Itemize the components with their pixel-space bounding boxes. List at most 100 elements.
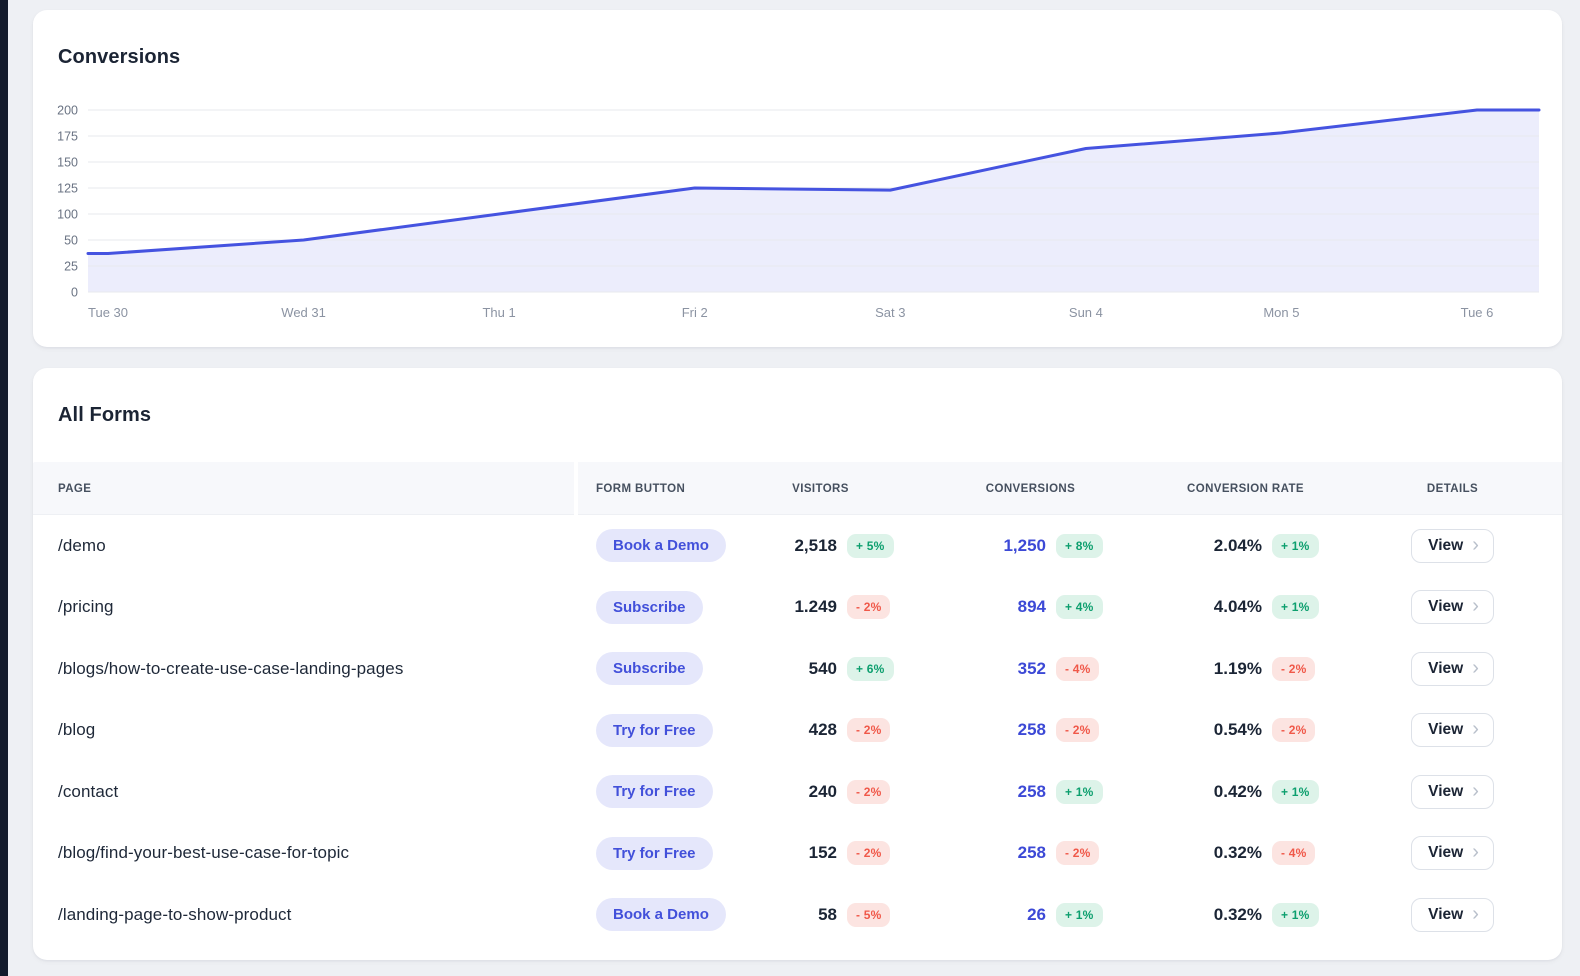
header-background-page (33, 462, 574, 515)
column-header-details: DETAILS (1426, 482, 1479, 495)
conversions-value: 258 (1017, 843, 1046, 863)
page-path: /pricing (58, 597, 114, 617)
form-button-pill: Subscribe (596, 590, 703, 624)
y-axis-tick-label: 150 (57, 156, 78, 170)
rate-change-badge: - 4% (1272, 841, 1316, 866)
view-button[interactable]: View › (1411, 713, 1494, 748)
visitors-value: 540 (808, 658, 837, 678)
conversions-change-badge: - 2% (1056, 841, 1100, 866)
form-button-pill: Try for Free (596, 713, 713, 747)
conversions-value: 1,250 (1003, 535, 1046, 555)
column-header-page: PAGE (58, 482, 92, 495)
chevron-right-icon: › (1472, 533, 1479, 556)
conversion-rate-value: 0.42% (1213, 781, 1262, 801)
header-background-metrics (578, 462, 1562, 515)
page-path: /contact (58, 781, 119, 801)
rate-change-badge: + 1% (1272, 779, 1319, 804)
conversion-rate-value: 1.19% (1213, 658, 1262, 678)
page-path: /blog (58, 720, 96, 740)
chevron-right-icon: › (1472, 718, 1479, 741)
conversion-rate-value: 2.04% (1213, 535, 1262, 555)
view-button-label: View (1428, 721, 1464, 739)
visitors-change-badge: - 2% (847, 841, 891, 866)
table-row: /pricing Subscribe 1.249 - 2% 894 + 4% 4… (33, 577, 1562, 639)
conversion-rate-value: 0.54% (1213, 720, 1262, 740)
y-axis-tick-label: 25 (64, 260, 78, 274)
page-path: /blog/find-your-best-use-case-for-topic (58, 843, 350, 863)
rate-change-badge: + 1% (1272, 902, 1319, 927)
view-button-label: View (1428, 659, 1464, 677)
rate-change-badge: - 2% (1272, 656, 1316, 681)
all-forms-card: All Forms PAGE FORM BUTTON VISITORS CONV… (33, 368, 1562, 960)
column-header-conversion-rate: CONVERSION RATE (1187, 482, 1304, 495)
conversion-rate-value: 0.32% (1213, 843, 1262, 863)
x-axis-tick-label: Tue 6 (1461, 305, 1494, 320)
chevron-right-icon: › (1472, 656, 1479, 679)
conversions-value: 352 (1017, 658, 1046, 678)
view-button[interactable]: View › (1411, 590, 1494, 625)
page-path: /blogs/how-to-create-use-case-landing-pa… (58, 658, 404, 678)
visitors-change-badge: + 6% (847, 656, 894, 681)
column-header-visitors: VISITORS (792, 482, 849, 495)
view-button-label: View (1428, 844, 1464, 862)
conversions-change-badge: - 2% (1056, 718, 1100, 743)
view-button-label: View (1428, 782, 1464, 800)
view-button-label: View (1428, 598, 1464, 616)
view-button[interactable]: View › (1411, 651, 1494, 686)
visitors-value: 240 (808, 781, 837, 801)
view-button[interactable]: View › (1411, 528, 1494, 563)
left-edge-bar (0, 0, 8, 976)
y-axis-tick-label: 100 (57, 208, 78, 222)
view-button[interactable]: View › (1411, 897, 1494, 932)
page-path: /demo (58, 535, 106, 555)
column-header-conversions: CONVERSIONS (985, 482, 1076, 495)
y-axis-tick-label: 50 (64, 234, 78, 248)
conversions-change-badge: - 4% (1056, 656, 1100, 681)
y-axis-tick-label: 0 (71, 286, 78, 300)
form-button-pill: Try for Free (596, 836, 713, 870)
conversions-value: 26 (1027, 904, 1046, 924)
form-button-pill: Book a Demo (596, 529, 726, 563)
view-button[interactable]: View › (1411, 836, 1494, 871)
visitors-value: 1.249 (794, 597, 837, 617)
y-axis-tick-label: 125 (57, 182, 78, 196)
x-axis-tick-label: Sat 3 (875, 305, 905, 320)
all-forms-card-title: All Forms (58, 404, 152, 426)
x-axis-tick-label: Mon 5 (1263, 305, 1299, 320)
conversions-value: 258 (1017, 720, 1046, 740)
chevron-right-icon: › (1472, 595, 1479, 618)
chevron-right-icon: › (1472, 841, 1479, 864)
y-axis-tick-label: 200 (57, 104, 78, 118)
table-row: /demo Book a Demo 2,518 + 5% 1,250 + 8% … (33, 515, 1562, 577)
form-button-pill: Subscribe (596, 652, 703, 686)
table-header: PAGE FORM BUTTON VISITORS CONVERSIONS CO… (33, 462, 1562, 515)
conversions-card: Conversions 0 25 50 100 125 150 175 200 Tue 30 We… (33, 10, 1562, 347)
conversions-area-chart: 0 25 50 100 125 150 175 200 Tue 30 Wed 31 Thu 1 Fri… (57, 104, 1541, 320)
conversion-rate-value: 0.32% (1213, 904, 1262, 924)
conversions-change-badge: + 1% (1056, 902, 1103, 927)
view-button[interactable]: View › (1411, 774, 1494, 809)
view-button-label: View (1428, 536, 1464, 554)
x-axis-tick-label: Thu 1 (482, 305, 515, 320)
conversions-change-badge: + 8% (1056, 533, 1103, 558)
table-row: /blogs/how-to-create-use-case-landing-pa… (33, 638, 1562, 700)
table-row: /blog Try for Free 428 - 2% 258 - 2% 0.5… (33, 700, 1562, 762)
rate-change-badge: + 1% (1272, 533, 1319, 558)
view-button-label: View (1428, 905, 1464, 923)
x-axis-tick-label: Tue 30 (88, 305, 128, 320)
rate-change-badge: + 1% (1272, 595, 1319, 620)
conversions-change-badge: + 4% (1056, 595, 1103, 620)
column-header-form-button: FORM BUTTON (596, 482, 686, 495)
x-axis-tick-label: Wed 31 (281, 305, 326, 320)
table-row: /contact Try for Free 240 - 2% 258 + 1% … (33, 761, 1562, 823)
visitors-value: 428 (808, 720, 837, 740)
visitors-change-badge: - 5% (847, 902, 891, 927)
chart-area-fill (88, 110, 1539, 292)
rate-change-badge: - 2% (1272, 718, 1316, 743)
y-axis-tick-label: 175 (57, 130, 78, 144)
x-axis-tick-label: Sun 4 (1069, 305, 1103, 320)
page-path: /landing-page-to-show-product (58, 904, 292, 924)
conversion-rate-value: 4.04% (1213, 597, 1262, 617)
visitors-value: 2,518 (794, 535, 837, 555)
visitors-change-badge: - 2% (847, 718, 891, 743)
